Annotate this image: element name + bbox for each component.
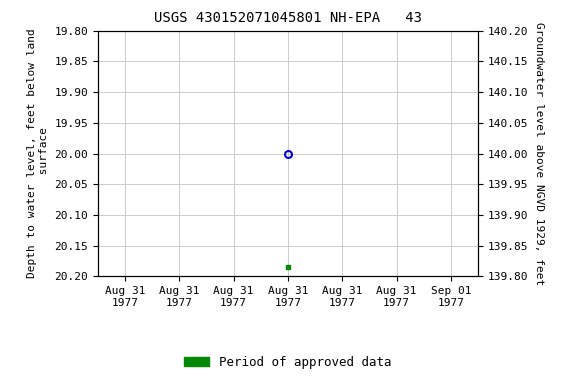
Title: USGS 430152071045801 NH-EPA   43: USGS 430152071045801 NH-EPA 43 [154, 12, 422, 25]
Y-axis label: Groundwater level above NGVD 1929, feet: Groundwater level above NGVD 1929, feet [534, 22, 544, 285]
Legend: Period of approved data: Period of approved data [179, 351, 397, 374]
Y-axis label: Depth to water level, feet below land
 surface: Depth to water level, feet below land su… [27, 29, 49, 278]
